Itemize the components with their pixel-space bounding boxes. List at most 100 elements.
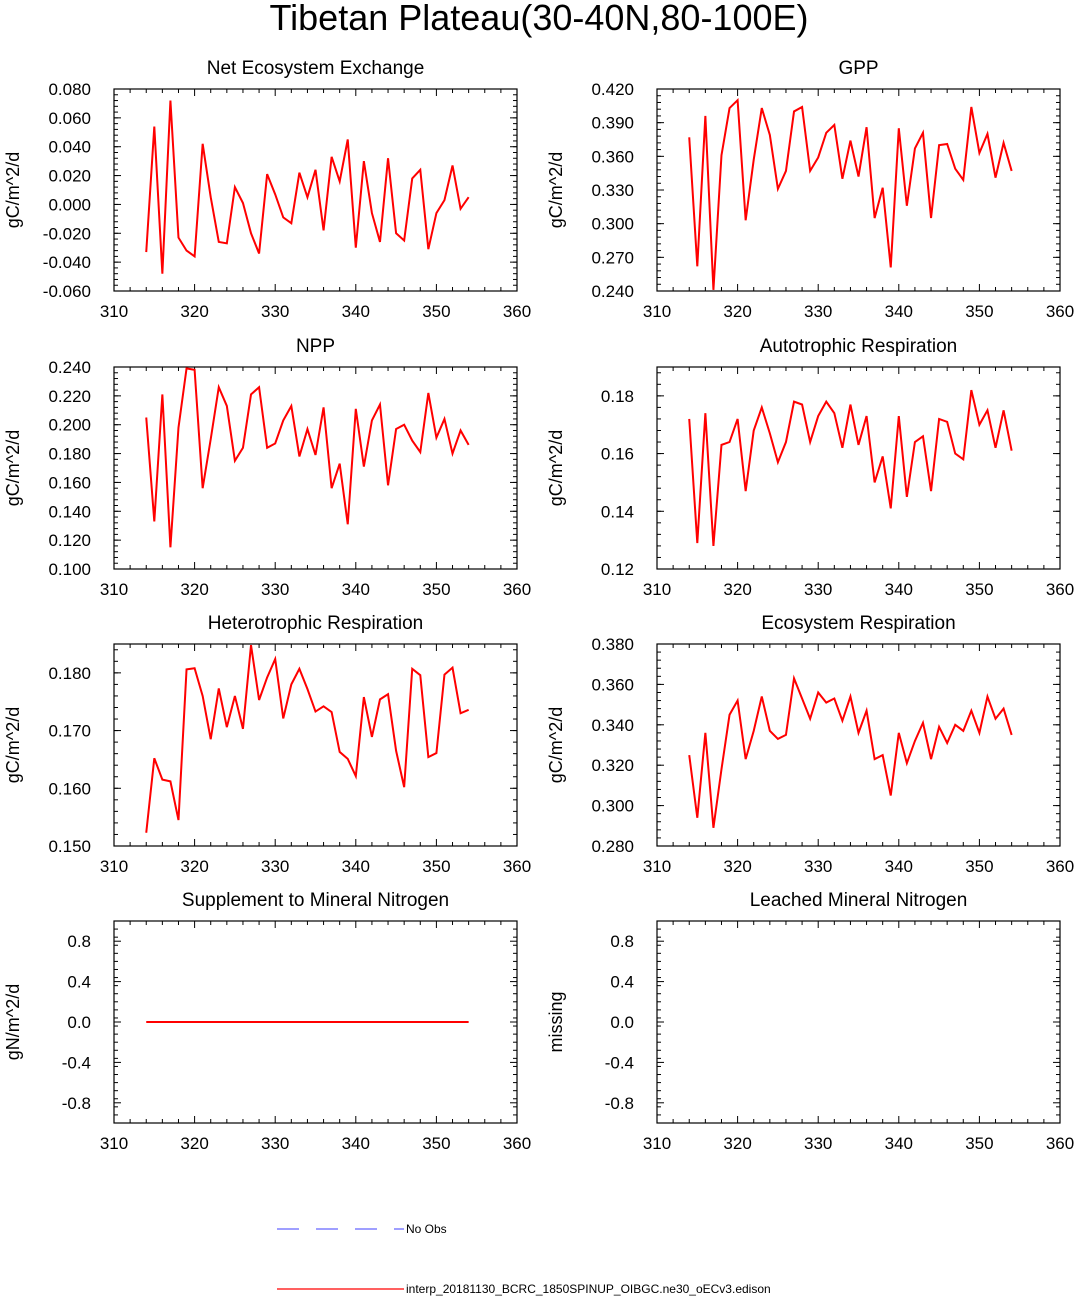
series-line-model xyxy=(688,389,1013,546)
y-tick-label: 0.8 xyxy=(610,932,634,951)
panel-title: Supplement to Mineral Nitrogen xyxy=(182,890,449,911)
x-tick-label: 320 xyxy=(723,302,751,321)
y-tick-label: 0.4 xyxy=(610,973,634,992)
x-tick-label: 320 xyxy=(180,302,208,321)
x-tick-label: 360 xyxy=(1046,302,1074,321)
y-tick-label: 0.160 xyxy=(48,473,91,492)
x-tick-label: 320 xyxy=(180,580,208,599)
panel-title: NPP xyxy=(296,336,335,357)
y-tick-label: 0.300 xyxy=(591,215,634,234)
x-tick-label: 310 xyxy=(100,580,128,599)
x-tick-label: 320 xyxy=(723,580,751,599)
panel-title: Heterotrophic Respiration xyxy=(208,613,423,634)
x-tick-label: 330 xyxy=(804,857,832,876)
series-line-model xyxy=(145,100,470,274)
x-tick-label: 320 xyxy=(180,857,208,876)
panel-title: GPP xyxy=(838,58,878,79)
y-axis-label: gC/m^2/d xyxy=(546,152,566,228)
y-tick-label: 0.240 xyxy=(591,282,634,301)
y-tick-label: 0.140 xyxy=(48,502,91,521)
x-tick-label: 340 xyxy=(885,1134,913,1153)
y-axis-label: gC/m^2/d xyxy=(3,152,23,228)
panel-title: Leached Mineral Nitrogen xyxy=(750,890,968,911)
panel-5: Heterotrophic Respiration gC/m^2/d 310 320 3… xyxy=(3,613,531,876)
y-tick-label: 0.000 xyxy=(48,195,91,214)
x-tick-label: 360 xyxy=(503,580,531,599)
panel-title: Autotrophic Respiration xyxy=(760,336,958,357)
y-tick-label: 0.12 xyxy=(601,560,634,579)
x-tick-label: 310 xyxy=(100,302,128,321)
y-tick-label: 0.100 xyxy=(48,560,91,579)
x-tick-label: 340 xyxy=(342,857,370,876)
x-tick-label: 360 xyxy=(503,1134,531,1153)
y-tick-label: 0.0 xyxy=(67,1013,91,1032)
y-tick-label: 0.020 xyxy=(48,167,91,186)
plot-frame xyxy=(656,366,1061,570)
x-tick-label: 360 xyxy=(1046,857,1074,876)
y-tick-label: 0.180 xyxy=(48,664,91,683)
x-tick-label: 330 xyxy=(804,1134,832,1153)
y-tick-label: 0.380 xyxy=(591,635,634,654)
x-tick-label: 330 xyxy=(804,580,832,599)
y-axis-label: missing xyxy=(546,991,566,1052)
x-tick-label: 310 xyxy=(100,1134,128,1153)
x-tick-label: 350 xyxy=(422,857,450,876)
series-line-model xyxy=(145,367,470,548)
y-tick-label: 0.270 xyxy=(591,248,634,267)
y-tick-label: 0.390 xyxy=(591,114,634,133)
x-tick-label: 350 xyxy=(965,1134,993,1153)
y-tick-label: -0.040 xyxy=(43,253,91,272)
legend: No Obs interp_20181130_BCRC_1850SPINUP_O… xyxy=(277,1222,771,1296)
y-tick-label: 0.360 xyxy=(591,675,634,694)
y-axis-label: gN/m^2/d xyxy=(3,984,23,1060)
y-tick-label: 0.320 xyxy=(591,756,634,775)
y-tick-label: 0.340 xyxy=(591,716,634,735)
y-tick-label: 0.220 xyxy=(48,387,91,406)
panel-1: Net Ecosystem Exchange gC/m^2/d 310 320 330 3… xyxy=(3,58,531,321)
y-tick-label: 0.200 xyxy=(48,416,91,435)
x-tick-label: 350 xyxy=(965,580,993,599)
plot-frame xyxy=(656,643,1061,847)
plot-frame xyxy=(113,366,518,570)
x-tick-label: 360 xyxy=(1046,580,1074,599)
y-axis-label: gC/m^2/d xyxy=(3,430,23,506)
y-tick-label: 0.170 xyxy=(48,722,91,741)
y-tick-label: 0.330 xyxy=(591,181,634,200)
x-tick-label: 340 xyxy=(885,302,913,321)
x-tick-label: 340 xyxy=(885,580,913,599)
x-tick-label: 340 xyxy=(342,1134,370,1153)
x-tick-label: 320 xyxy=(723,857,751,876)
x-tick-label: 310 xyxy=(643,857,671,876)
y-tick-label: -0.4 xyxy=(62,1053,91,1072)
x-tick-label: 360 xyxy=(1046,1134,1074,1153)
x-tick-label: 350 xyxy=(965,857,993,876)
y-tick-label: 0.060 xyxy=(48,109,91,128)
y-axis-label: gC/m^2/d xyxy=(546,430,566,506)
legend-obs-label: No Obs xyxy=(406,1222,447,1236)
y-tick-label: 0.360 xyxy=(591,147,634,166)
x-tick-label: 340 xyxy=(885,857,913,876)
x-tick-label: 320 xyxy=(723,1134,751,1153)
plot-frame xyxy=(656,920,1061,1124)
panels: Net Ecosystem Exchange gC/m^2/d 310 320 330 3… xyxy=(3,58,1074,1153)
y-axis-label: gC/m^2/d xyxy=(546,707,566,783)
y-tick-label: -0.4 xyxy=(605,1053,634,1072)
x-tick-label: 330 xyxy=(804,302,832,321)
y-tick-label: 0.180 xyxy=(48,445,91,464)
y-tick-label: 0.14 xyxy=(601,502,634,521)
x-tick-label: 350 xyxy=(422,302,450,321)
panel-8: Leached Mineral Nitrogen missing 310 320 330… xyxy=(546,890,1074,1153)
figure-title: Tibetan Plateau(30-40N,80-100E) xyxy=(270,0,809,38)
x-tick-label: 310 xyxy=(643,302,671,321)
panel-4: Autotrophic Respiration gC/m^2/d 310 320 330… xyxy=(546,336,1074,599)
y-tick-label: 0.120 xyxy=(48,531,91,550)
y-tick-label: 0.8 xyxy=(67,932,91,951)
plot-frame xyxy=(656,88,1061,292)
x-tick-label: 350 xyxy=(422,580,450,599)
panel-7: Supplement to Mineral Nitrogen gN/m^2/d 31… xyxy=(3,890,531,1153)
y-tick-label: 0.280 xyxy=(591,837,634,856)
x-tick-label: 330 xyxy=(261,580,289,599)
y-tick-label: 0.0 xyxy=(610,1013,634,1032)
x-tick-label: 310 xyxy=(643,1134,671,1153)
x-tick-label: 350 xyxy=(422,1134,450,1153)
